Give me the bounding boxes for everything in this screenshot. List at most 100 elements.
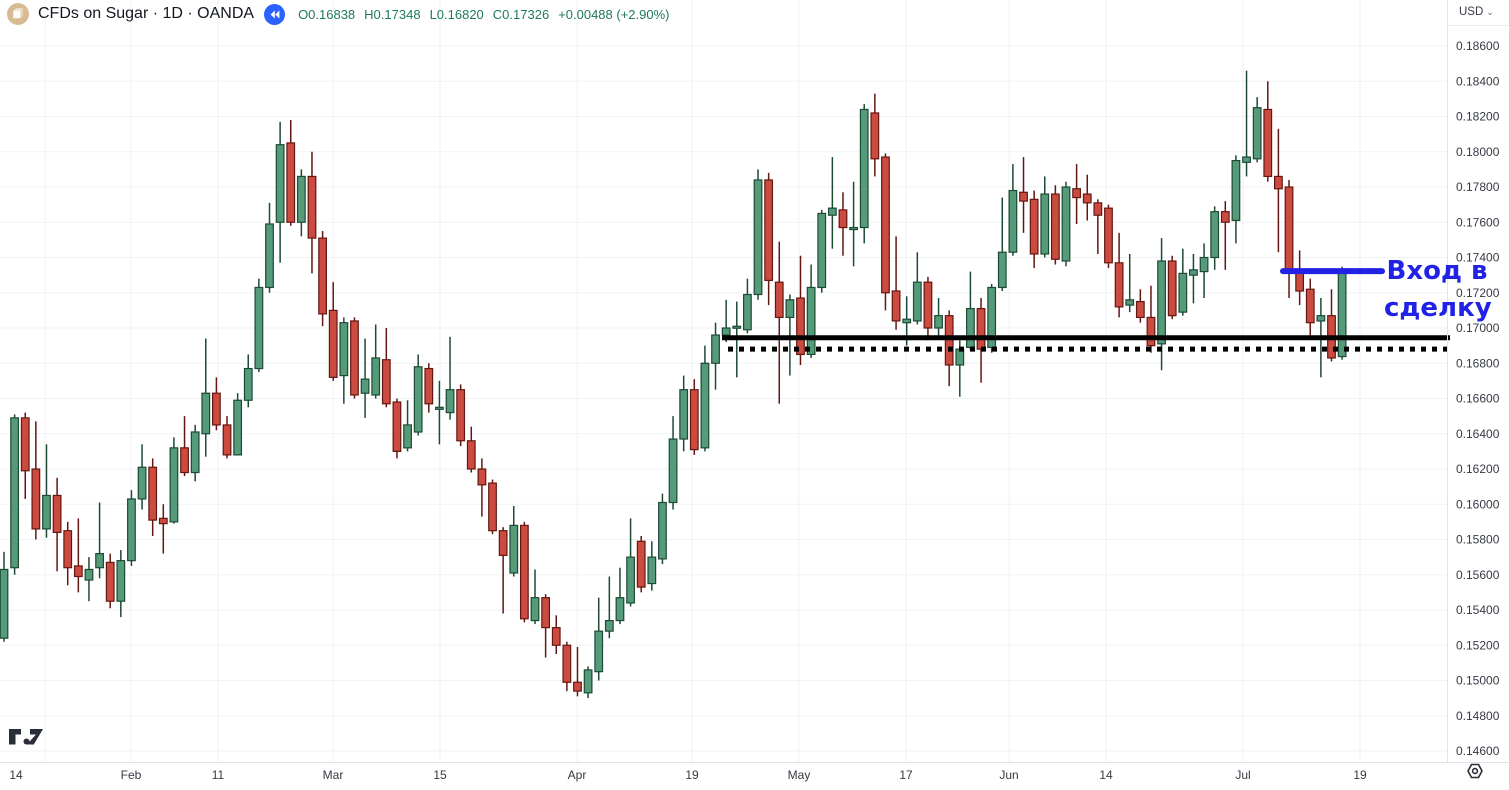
axis-header-divider [1448, 25, 1509, 26]
time-axis-label: 14 [9, 768, 23, 782]
candlestick-series[interactable] [0, 70, 1347, 699]
entry-annotation-text[interactable]: Вход в сделку [1384, 253, 1492, 327]
candle-body [647, 556, 657, 585]
price-axis-label: 0.15200 [1456, 638, 1500, 652]
candle-body [700, 362, 710, 449]
tradingview-logo[interactable] [8, 725, 46, 754]
candle-body [1316, 315, 1326, 322]
candle-body [604, 619, 614, 632]
candle-body [1019, 191, 1028, 202]
replay-icon[interactable] [264, 3, 286, 25]
candle-body [1125, 299, 1135, 306]
ohlc-change: +0.00488 (+2.90%) [558, 6, 670, 22]
price-axis[interactable]: 0.18600 0.18400 0.18200 0.18000 0.17800 0.176… [1456, 39, 1500, 758]
candle-body [912, 281, 922, 322]
candle-body [158, 517, 168, 525]
candle-body [838, 209, 848, 229]
ohlc-open: O0.16838 [298, 6, 356, 22]
price-axis-label: 0.15800 [1456, 533, 1500, 547]
time-axis-label: Feb [121, 768, 142, 782]
candle-body [753, 179, 763, 296]
candle-body [488, 482, 497, 532]
candle-body [1114, 262, 1124, 308]
candle-body [658, 501, 667, 560]
candle-body [1050, 193, 1060, 260]
candle-body [796, 297, 805, 356]
ohlc-high: H0.17348 [364, 6, 421, 22]
candle-body [934, 315, 943, 329]
timezone-settings-gear-icon[interactable] [1464, 760, 1486, 787]
candle-body [1273, 175, 1283, 190]
candle-body [466, 440, 476, 470]
candle-body [243, 367, 253, 401]
candle-body [190, 431, 200, 474]
candle-body [0, 568, 9, 639]
candle-body [1337, 269, 1347, 358]
candle-body [519, 524, 529, 620]
candle-body [1189, 269, 1198, 276]
candle-body [424, 367, 434, 405]
chevron-down-icon: ⌄ [1486, 7, 1494, 17]
candle-body [541, 597, 551, 629]
candle-body [201, 392, 211, 435]
price-axis-label: 0.15000 [1456, 674, 1500, 688]
candle-body [1146, 316, 1156, 347]
candle-body [180, 447, 189, 474]
price-axis-label: 0.14600 [1456, 744, 1500, 758]
price-axis-label: 0.17400 [1456, 251, 1500, 265]
candle-body [626, 556, 635, 604]
candle-body [296, 175, 306, 223]
candle-body [275, 144, 285, 223]
entry-annotation-line2: сделку [1384, 293, 1492, 323]
symbol-title[interactable]: CFDs on Sugar · 1D · OANDA [38, 5, 255, 22]
candle-body [328, 309, 338, 378]
time-axis-label: 11 [212, 768, 225, 782]
candle-body [1008, 189, 1018, 253]
candle-body [827, 207, 837, 216]
candle-body [764, 179, 774, 282]
candle-body [381, 359, 391, 405]
candle-body [307, 175, 317, 239]
price-axis-label: 0.16400 [1456, 427, 1500, 441]
candle-body [456, 389, 466, 442]
time-axis-label: 19 [685, 768, 699, 782]
candle-body [1263, 108, 1273, 178]
candle-body [668, 438, 678, 504]
candle-body [169, 447, 179, 523]
candle-body [1135, 300, 1145, 319]
price-axis-label: 0.16600 [1456, 392, 1500, 406]
price-axis-label: 0.18200 [1456, 110, 1500, 124]
candle-body [573, 681, 582, 692]
candle-body [20, 417, 30, 472]
candle-body [711, 334, 720, 364]
candle-body [286, 142, 296, 223]
ohlc-close: C0.17326 [492, 6, 550, 22]
candle-body [42, 494, 51, 530]
currency-menu-button[interactable]: USD ⌄ [1459, 6, 1494, 18]
candle-body [1199, 256, 1209, 273]
candle-body [1072, 188, 1082, 199]
candle-body [1029, 198, 1039, 255]
candle-body [318, 237, 327, 315]
candle-body [498, 530, 508, 556]
time-axis-label: Mar [323, 768, 344, 782]
time-axis[interactable]: 14 Feb 11 Mar 15 Apr 19 May 17 Jun 14 Jul 19 [9, 768, 1367, 782]
candle-body [785, 299, 795, 319]
price-axis-label: 0.17200 [1456, 286, 1500, 300]
candle-body [477, 468, 487, 486]
candle-body [817, 212, 827, 289]
candle-body [944, 315, 954, 366]
candle-body [1305, 288, 1315, 324]
candle-body [127, 498, 136, 562]
candle-body [1082, 193, 1092, 204]
candle-body [636, 540, 646, 588]
candle-body [594, 630, 604, 673]
sugar-logo-icon[interactable] [7, 3, 29, 25]
candle-body [31, 468, 41, 530]
candle-body [445, 389, 455, 414]
symbol-legend: CFDs on Sugar · 1D · OANDA O0.16838 H0.1… [7, 2, 670, 26]
candle-body [392, 401, 402, 452]
candle-body [551, 627, 561, 646]
candle-body [881, 156, 890, 294]
